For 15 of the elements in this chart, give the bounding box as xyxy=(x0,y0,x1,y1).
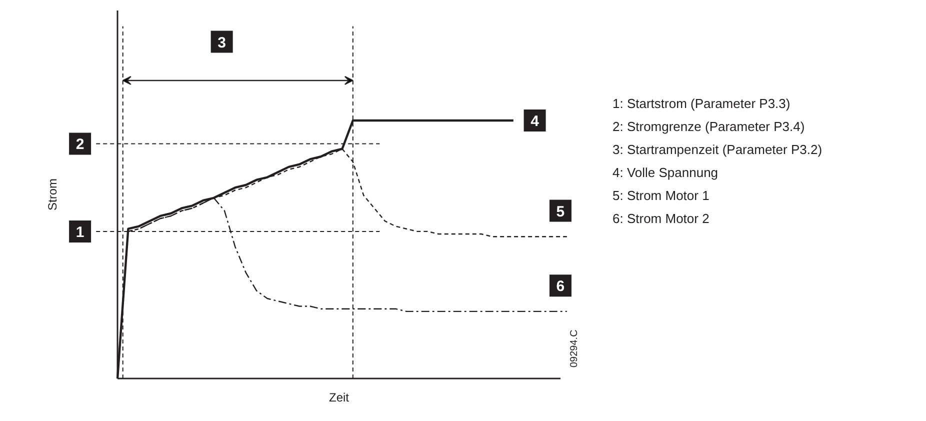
text: 5: Strom Motor 1 xyxy=(612,188,710,203)
y-axis-title: Strom xyxy=(46,178,60,210)
text: 2 xyxy=(76,136,84,154)
series-label: 5 xyxy=(556,203,565,220)
text: 1: Startstrom (Parameter P3.3) xyxy=(612,96,790,111)
x-axis-title: Zeit xyxy=(329,390,350,404)
text: 4: Volle Spannung xyxy=(612,165,718,180)
text: 3 xyxy=(218,34,226,52)
text: 2: Stromgrenze (Parameter P3.4) xyxy=(612,119,805,134)
text: 6: Strom Motor 2 xyxy=(612,211,710,226)
series-label: 4 xyxy=(530,113,540,130)
series-label: 6 xyxy=(556,278,565,296)
text: 09294.C xyxy=(569,330,580,368)
text: 3: Startrampenzeit (Parameter P3.2) xyxy=(612,142,822,157)
text: 1 xyxy=(76,224,84,241)
